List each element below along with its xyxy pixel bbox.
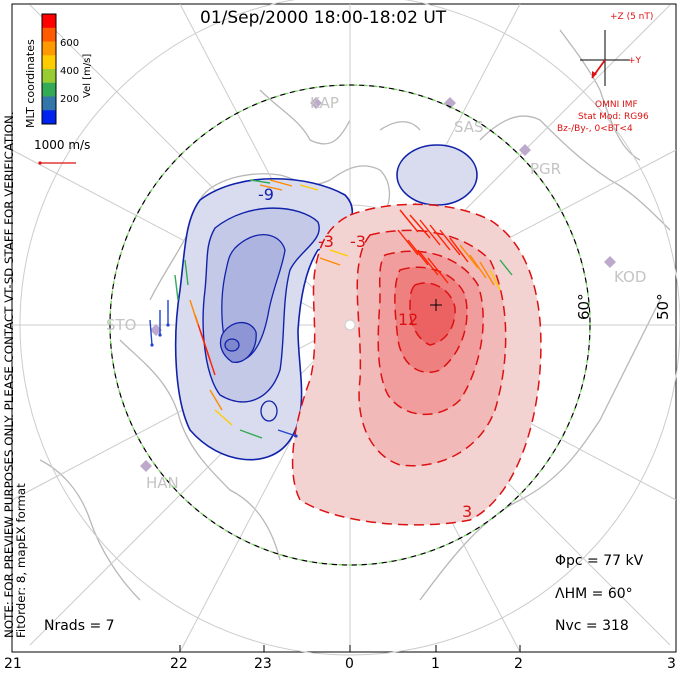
latitude-60: 60°	[575, 293, 593, 320]
cross-polar-potential: Φpc = 77 kV	[555, 553, 644, 569]
velocity-vectors	[149, 179, 513, 439]
imf-z-label: +Z (5 nT)	[610, 12, 654, 22]
mlt-label-0: 0	[345, 656, 354, 672]
colorbar-segment	[42, 55, 56, 70]
plot-frame	[11, 3, 677, 653]
mlt-label-21: 21	[4, 656, 22, 672]
station-pgr: PGR	[530, 160, 562, 178]
contour-label-neg9: -9	[258, 185, 274, 204]
contour-label-neg3-b: -3	[318, 232, 334, 251]
colorbar-border	[41, 13, 57, 125]
station-sas: SAS	[454, 118, 484, 136]
scale-vector-label: 1000 m/s	[34, 138, 91, 152]
coords-label: MLT coordinates	[24, 39, 37, 128]
positive-cell	[291, 203, 542, 526]
colorbar-segment	[42, 41, 56, 56]
imf-y-label: +Y	[628, 56, 642, 66]
contour-label-12: 12	[398, 310, 419, 329]
colorbar-tick-400: 400	[60, 66, 80, 77]
colorbar-segment	[42, 27, 56, 42]
potential-max-marker	[430, 299, 442, 311]
colorbar-segment	[42, 69, 56, 84]
colorbar-tick-600: 600	[60, 38, 80, 49]
station-kap: KAP	[310, 94, 339, 112]
imf-clock	[580, 30, 630, 86]
colorbar-segment	[42, 82, 56, 97]
colorbar-label: Vel [m/s]	[82, 53, 93, 98]
latitude-50: 50°	[654, 293, 672, 320]
colorbar-segment	[42, 96, 56, 111]
station-han: HAN	[146, 474, 179, 492]
station-markers	[140, 97, 616, 472]
hm-boundary-overlay	[109, 84, 591, 566]
contour-label-neg3-a: -3	[350, 232, 366, 251]
negative-cell	[174, 144, 478, 461]
colorbar-segment	[42, 110, 56, 125]
magnetic-pole	[344, 319, 356, 331]
imf-condition: Bz-/By-, 0<BT<4	[557, 124, 633, 134]
velocity-colorbar	[41, 13, 57, 125]
mlt-label-1: 1	[431, 656, 440, 672]
mlt-label-22: 22	[170, 656, 188, 672]
imf-model: Stat Mod: RG96	[578, 112, 649, 122]
imf-source: OMNI IMF	[595, 100, 638, 110]
hm-latitude: ΛHM = 60°	[555, 586, 633, 602]
colorbar-tick-200: 200	[60, 94, 80, 105]
fit-order-note: FitOrder: 8, mapEX format	[14, 483, 28, 638]
mlt-label-2: 2	[514, 656, 523, 672]
contour-label-3: 3	[462, 502, 473, 521]
colorbar-segment	[42, 14, 56, 29]
mlt-tick-marks	[179, 645, 521, 652]
station-sto: STO	[106, 316, 137, 334]
map-title: 01/Sep/2000 18:00-18:02 UT	[200, 8, 447, 28]
mlt-label-3: 3	[667, 656, 676, 672]
mlt-label-23: 23	[254, 656, 272, 672]
continent-outlines	[39, 29, 671, 601]
station-kod: KOD	[614, 268, 647, 286]
radar-count: Nrads = 7	[44, 618, 115, 634]
vector-count: Nvc = 318	[555, 618, 629, 634]
